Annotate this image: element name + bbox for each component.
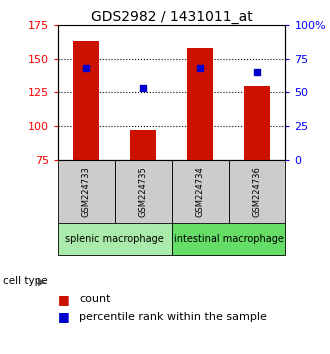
Bar: [58, 160, 115, 223]
Text: GSM224733: GSM224733: [82, 166, 91, 217]
Bar: [172, 223, 285, 255]
Bar: [172, 160, 228, 223]
Text: count: count: [79, 294, 111, 304]
Bar: [228, 160, 285, 223]
Text: GSM224734: GSM224734: [196, 166, 205, 217]
Text: intestinal macrophage: intestinal macrophage: [174, 234, 283, 244]
Text: ▶: ▶: [38, 276, 46, 286]
Text: GSM224736: GSM224736: [252, 166, 261, 217]
Text: splenic macrophage: splenic macrophage: [65, 234, 164, 244]
Bar: [187, 48, 213, 160]
Text: ■: ■: [58, 310, 70, 323]
Point: [254, 69, 260, 75]
Bar: [130, 130, 156, 160]
Title: GDS2982 / 1431011_at: GDS2982 / 1431011_at: [91, 10, 252, 24]
Bar: [73, 41, 99, 160]
Text: cell type: cell type: [3, 276, 48, 286]
Text: GSM224735: GSM224735: [139, 166, 148, 217]
Bar: [115, 160, 172, 223]
Bar: [244, 86, 270, 160]
Point: [141, 85, 146, 91]
Point: [197, 65, 203, 71]
Text: percentile rank within the sample: percentile rank within the sample: [79, 312, 267, 322]
Text: ■: ■: [58, 293, 70, 306]
Bar: [58, 223, 172, 255]
Point: [83, 65, 89, 71]
